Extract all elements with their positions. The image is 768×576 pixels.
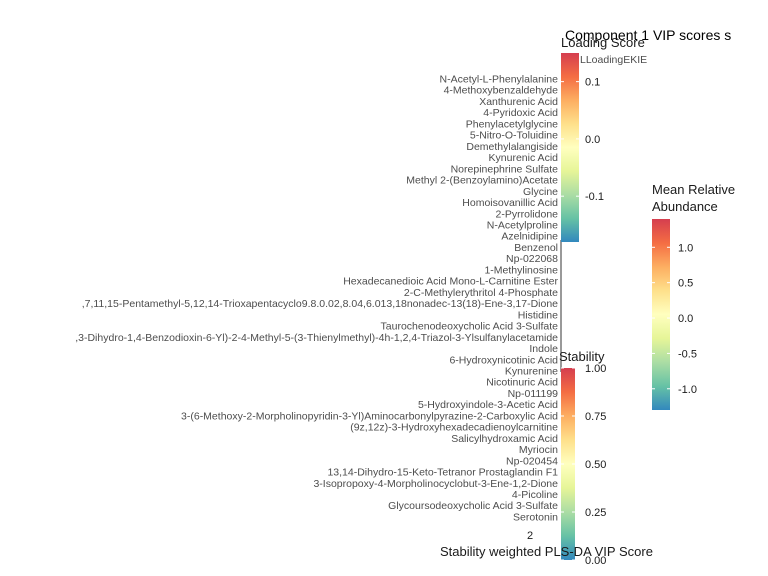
legend-loading-score: Loading Score 0.1 0.0 -0.1 LLoadingEKIE (561, 35, 647, 242)
legend-stability-ticks: 1.00 0.75 0.50 0.25 0.00 (561, 363, 606, 567)
category-label: (9z,12z)-3-Hydroxyhexadecadienoylcarniti… (350, 422, 558, 434)
category-label: 2-C-Methylerythritol 4-Phosphate (404, 287, 558, 299)
legend-tick-label: -1.0 (678, 384, 697, 396)
category-label: Myriocin (519, 444, 558, 456)
legend-tick-label: 0.00 (585, 555, 606, 567)
legend-stability: Stability 1.00 0.75 0.50 0.25 0.00 (559, 349, 606, 567)
x-axis-label: Stability weighted PLS-DA VIP Score (440, 544, 653, 559)
category-label: Serotonin (513, 512, 558, 524)
legend-loading-ticks: 0.1 0.0 -0.1 (561, 77, 604, 203)
legend-tick-label: 0.5 (678, 278, 693, 290)
category-label: Benzenol (514, 242, 558, 254)
legend-tick-label: 0.0 (585, 134, 600, 146)
category-label: 4-Picoline (512, 489, 558, 501)
legend-abundance-ticks: 1.0 0.5 0.0 -0.5 -1.0 (652, 242, 697, 396)
category-label: Np-020454 (506, 455, 558, 467)
category-label: Hexadecanedioic Acid Mono-L-Carnitine Es… (343, 276, 558, 288)
category-label: Demethylalangiside (466, 141, 558, 153)
legend-loading-title: Loading Score (561, 35, 645, 50)
category-label: Kynurenic Acid (489, 152, 559, 164)
legend-overlap-text: LLoadingEKIE (580, 54, 647, 66)
category-label: Np-022068 (506, 253, 558, 265)
category-label: Taurochenodeoxycholic Acid 3-Sulfate (381, 321, 559, 333)
category-label: Histidine (518, 309, 558, 321)
legend-tick-label: 0.1 (585, 77, 600, 89)
category-label: 3-(6-Methoxy-2-Morpholinopyridin-3-Yl)Am… (181, 410, 558, 422)
legend-abundance-colorbar (652, 219, 670, 410)
category-label: Azelnidipine (501, 231, 558, 243)
category-label: Homoisovanillic Acid (462, 197, 558, 209)
legend-stability-colorbar (561, 368, 575, 560)
category-label: Xanthurenic Acid (479, 96, 558, 108)
category-label: Kynurenine (505, 366, 558, 378)
legend-tick-label: 1.00 (585, 363, 606, 375)
category-label: ,3-Dihydro-1,4-Benzodioxin-6-Yl)-2-4-Met… (75, 332, 558, 344)
legend-tick-label: -0.1 (585, 191, 604, 203)
category-label: 3-Isopropoxy-4-Morpholinocyclobut-3-Ene-… (313, 478, 558, 490)
legend-tick-label: 0.0 (678, 313, 693, 325)
legend-abundance-title-line2: Abundance (652, 199, 718, 214)
category-label: Glycine (523, 186, 558, 198)
legend-tick-label: 0.25 (585, 507, 606, 519)
category-label: Np-011199 (508, 388, 559, 400)
category-label: 13,14-Dihydro-15-Keto-Tetranor Prostagla… (327, 467, 558, 479)
chart-title: Component 1 VIP scores s (565, 27, 731, 43)
legend-tick-label: -0.5 (678, 348, 697, 360)
category-label: 4-Pyridoxic Acid (483, 107, 558, 119)
category-label: 5-Nitro-O-Toluidine (470, 130, 558, 142)
legend-tick-label: 0.50 (585, 459, 606, 471)
category-label: N-Acetyl-L-Phenylalanine (440, 74, 559, 86)
category-label: Nicotinuric Acid (486, 377, 558, 389)
category-label: N-Acetylproline (487, 220, 558, 232)
legend-tick-label: 1.0 (678, 242, 693, 254)
category-label: Indole (529, 343, 558, 355)
legend-abundance-title-line1: Mean Relative (652, 182, 735, 197)
category-label: 1-Methylinosine (484, 264, 558, 276)
category-label: 6-Hydroxynicotinic Acid (449, 354, 558, 366)
category-label: Methyl 2-(Benzoylamino)Acetate (406, 175, 558, 187)
legend-loading-colorbar (561, 53, 579, 242)
category-label: Phenylacetylglycine (466, 118, 558, 130)
legend-mean-abundance: Mean Relative Abundance 1.0 0.5 0.0 -0.5 -1.… (652, 182, 735, 410)
category-label: 2-Pyrrolidone (496, 208, 559, 220)
category-labels: N-Acetyl-L-Phenylalanine4-Methoxybenzald… (75, 74, 558, 524)
legend-stability-title: Stability (559, 349, 605, 364)
legend-tick-label: 0.75 (585, 411, 606, 423)
category-label: ,7,11,15-Pentamethyl-5,12,14-Trioxapenta… (82, 298, 558, 310)
category-label: Salicylhydroxamic Acid (451, 433, 558, 445)
category-label: Glycoursodeoxycholic Acid 3-Sulfate (388, 500, 558, 512)
category-label: Norepinephrine Sulfate (451, 163, 559, 175)
category-label: 4-Methoxybenzaldehyde (444, 85, 559, 97)
category-label: 5-Hydroxyindole-3-Acetic Acid (418, 399, 558, 411)
x-tick-label: 2 (527, 530, 533, 542)
